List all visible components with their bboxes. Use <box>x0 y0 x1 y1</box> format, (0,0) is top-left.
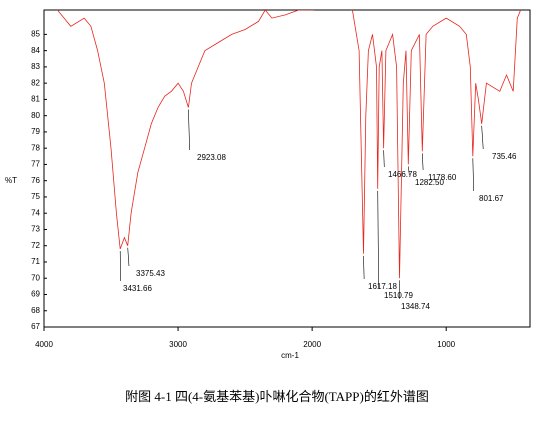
x-tick-label: 1000 <box>437 340 455 349</box>
y-tick-label: 85 <box>31 29 40 38</box>
y-tick-label: 81 <box>31 95 40 104</box>
annotation-leader <box>384 150 385 167</box>
peak-annotation: 1617.18 <box>368 282 397 291</box>
annotation-leader <box>188 110 189 150</box>
y-tick-label: 83 <box>31 62 40 71</box>
x-axis-label: cm-1 <box>281 351 299 360</box>
spectrum-line <box>44 2 527 278</box>
peak-annotation: 2923.08 <box>197 153 226 162</box>
annotation-leader <box>378 191 379 288</box>
peak-annotation: 801.67 <box>479 194 504 203</box>
plot-frame <box>44 10 530 327</box>
y-tick-label: 68 <box>31 306 40 315</box>
annotation-leader <box>128 248 129 266</box>
y-tick-label: 72 <box>31 241 40 250</box>
y-tick-label: 67 <box>31 322 40 331</box>
peak-annotation: 1466.78 <box>388 170 417 179</box>
peak-annotation: 1510.79 <box>384 291 413 300</box>
y-tick-label: 78 <box>31 143 40 152</box>
annotation-leader <box>422 153 423 170</box>
peak-annotation: 3375.43 <box>136 269 165 278</box>
peak-annotation: 735.46 <box>492 152 517 161</box>
y-tick-label: 82 <box>31 78 40 87</box>
y-axis-label: %T <box>5 176 17 185</box>
x-tick-label: 2000 <box>303 340 321 349</box>
annotation-leader <box>482 126 484 149</box>
peak-annotation: 1348.74 <box>401 302 430 311</box>
y-tick-label: 73 <box>31 225 40 234</box>
y-tick-label: 76 <box>31 176 40 185</box>
y-tick-label: 74 <box>31 208 40 217</box>
peak-annotation: 1178.60 <box>428 173 457 182</box>
y-tick-label: 71 <box>31 257 40 266</box>
y-tick-label: 75 <box>31 192 40 201</box>
x-tick-label: 3000 <box>169 340 187 349</box>
y-tick-label: 80 <box>31 111 40 120</box>
y-tick-label: 77 <box>31 160 40 169</box>
peak-annotation: 3431.66 <box>123 284 152 293</box>
y-tick-label: 70 <box>31 273 40 282</box>
annotation-leader <box>473 158 474 191</box>
annotation-leader <box>363 256 364 279</box>
caption: 附图 4-1 四(4-氨基苯基)卟啉化合物(TAPP)的红外谱图 <box>125 389 429 404</box>
y-tick-label: 79 <box>31 127 40 136</box>
y-tick-label: 84 <box>31 46 40 55</box>
y-tick-label: 69 <box>31 290 40 299</box>
x-tick-label: 4000 <box>35 340 53 349</box>
